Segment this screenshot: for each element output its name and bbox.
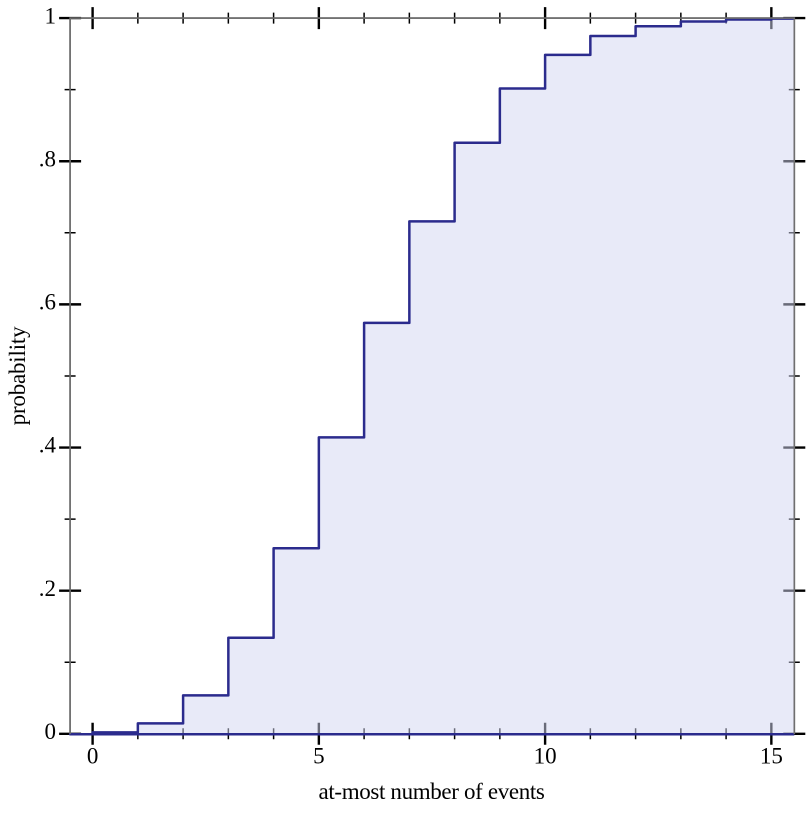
svg-text:10: 10 <box>534 744 557 769</box>
svg-text:0: 0 <box>45 719 57 744</box>
svg-text:.4: .4 <box>39 433 57 458</box>
svg-text:at-most number of events: at-most number of events <box>318 779 544 804</box>
svg-text:.8: .8 <box>39 146 56 171</box>
svg-text:1: 1 <box>45 3 57 28</box>
svg-text:probability: probability <box>5 326 30 425</box>
svg-text:.6: .6 <box>39 290 56 315</box>
svg-text:.2: .2 <box>39 576 56 601</box>
svg-text:5: 5 <box>313 744 325 769</box>
svg-text:15: 15 <box>760 744 783 769</box>
svg-text:0: 0 <box>87 744 99 769</box>
